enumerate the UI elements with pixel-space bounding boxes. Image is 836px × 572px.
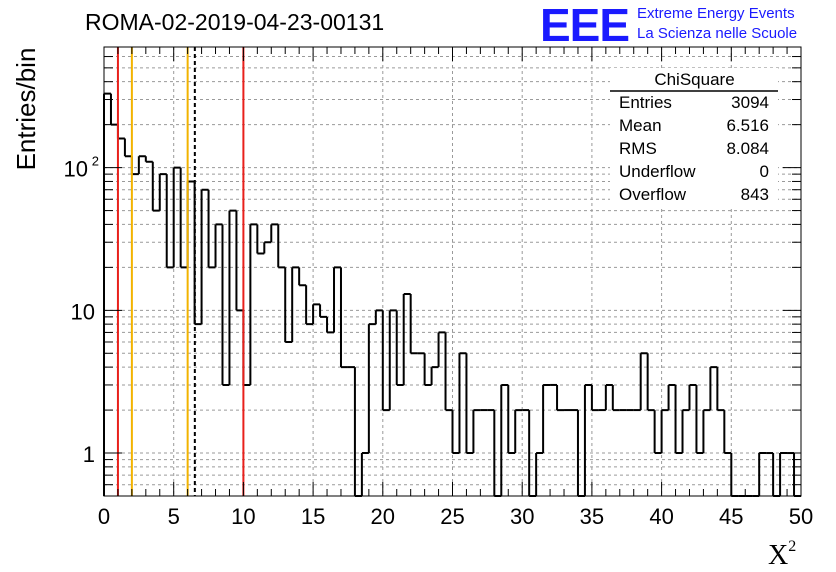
histogram-bin	[444, 332, 453, 412]
histogram-bin	[409, 294, 418, 355]
histogram-bin	[381, 310, 390, 412]
histogram-bin	[103, 92, 111, 496]
histogram-bin	[179, 167, 188, 269]
histogram-bin	[256, 224, 265, 255]
logo-line-1: Extreme Energy Events	[637, 5, 795, 22]
histogram-bin	[207, 189, 216, 269]
histogram-bin	[458, 352, 467, 454]
histogram-bin	[360, 452, 369, 496]
histogram-bin	[228, 209, 237, 385]
histogram-bin	[695, 384, 704, 455]
histogram-bin	[123, 138, 132, 158]
x-tick-label: 45	[719, 504, 743, 529]
histogram-bin	[137, 155, 146, 175]
histogram-bin	[507, 384, 516, 455]
histogram-bin	[353, 367, 362, 497]
histogram-bin	[611, 384, 620, 412]
histogram-bin	[542, 383, 551, 454]
stats-box-title: ChiSquare	[654, 70, 735, 89]
histogram-bin	[144, 156, 153, 163]
histogram-bin	[388, 309, 397, 411]
histogram-bin	[242, 310, 251, 386]
histogram-bin	[653, 410, 662, 455]
histogram-bin	[667, 383, 676, 411]
histogram-bin	[583, 383, 592, 496]
histogram-bin	[333, 266, 341, 333]
histogram-bin	[465, 353, 474, 455]
histogram-bin	[367, 323, 376, 454]
histogram-bin	[674, 384, 683, 455]
histogram-bin	[451, 410, 460, 455]
histogram-bin	[270, 223, 279, 243]
x-tick-label: 25	[440, 504, 464, 529]
histogram-bin	[291, 266, 300, 342]
histogram-bin	[758, 452, 767, 496]
histogram-bin	[639, 352, 648, 411]
x-tick-label: 20	[371, 504, 395, 529]
y-tick-label-exponent: 2	[92, 154, 99, 169]
y-tick-label: 1	[83, 442, 95, 467]
histogram-bin	[423, 353, 432, 386]
histogram-bin	[116, 124, 125, 140]
histogram-bin	[298, 267, 307, 287]
x-tick-label: 5	[168, 504, 180, 529]
y-tick-label: 10	[64, 157, 88, 182]
histogram-bin	[200, 188, 209, 325]
histogram-bin	[284, 267, 293, 343]
histogram-bin	[681, 409, 690, 454]
histogram-bin	[556, 384, 565, 412]
histogram-bin	[437, 331, 446, 368]
histogram-bin	[305, 285, 314, 326]
histogram-bin	[702, 409, 711, 454]
histogram-bin	[151, 161, 160, 212]
histogram-bin	[312, 303, 321, 325]
histogram-bin	[402, 293, 411, 385]
x-tick-label: 50	[789, 504, 813, 529]
x-tick-label: 0	[98, 504, 110, 529]
histogram-bin	[604, 383, 613, 411]
histogram-bin	[660, 409, 669, 454]
histogram-bin	[221, 224, 230, 386]
histogram-bin	[646, 353, 655, 412]
x-axis-label: X2	[768, 538, 797, 571]
x-tick-label: 40	[649, 504, 673, 529]
histogram-bin	[339, 267, 348, 369]
histogram-bin	[472, 409, 481, 454]
histogram-bin	[590, 384, 599, 412]
x-tick-label: 35	[580, 504, 604, 529]
histogram-bin	[214, 223, 223, 268]
histogram-bin	[130, 156, 139, 176]
x-tick-label: 10	[231, 504, 255, 529]
histogram-bin	[395, 310, 404, 386]
histogram-bin	[263, 241, 272, 254]
histogram-bin	[235, 210, 244, 312]
histogram-bin	[277, 224, 286, 269]
histogram-bin	[688, 383, 697, 411]
y-axis-label: Entries/bin	[11, 47, 41, 171]
chart-title: ROMA-02-2019-04-23-00131	[85, 9, 385, 35]
histogram-bin	[319, 304, 328, 318]
histogram-bin	[709, 366, 718, 411]
x-tick-label: 30	[510, 504, 534, 529]
histogram-bin	[723, 410, 732, 455]
histogram-bin	[374, 309, 383, 325]
histogram-bin	[249, 223, 258, 385]
logo-line-2: La Scienza nelle Scuole	[637, 25, 798, 42]
histogram-bin	[514, 409, 523, 454]
histogram-bin	[500, 383, 509, 496]
y-tick-label: 10	[71, 299, 95, 324]
histogram-bin	[535, 452, 544, 496]
histogram-bin	[430, 366, 439, 385]
x-tick-label: 15	[301, 504, 325, 529]
eee-logo: EEE	[540, 0, 630, 51]
histogram-bin	[158, 173, 167, 211]
histogram-bin	[109, 93, 118, 126]
histogram-bin	[716, 367, 725, 412]
histogram-bin	[172, 166, 181, 268]
histogram-bin	[165, 174, 174, 269]
histogram-bin	[326, 316, 335, 334]
